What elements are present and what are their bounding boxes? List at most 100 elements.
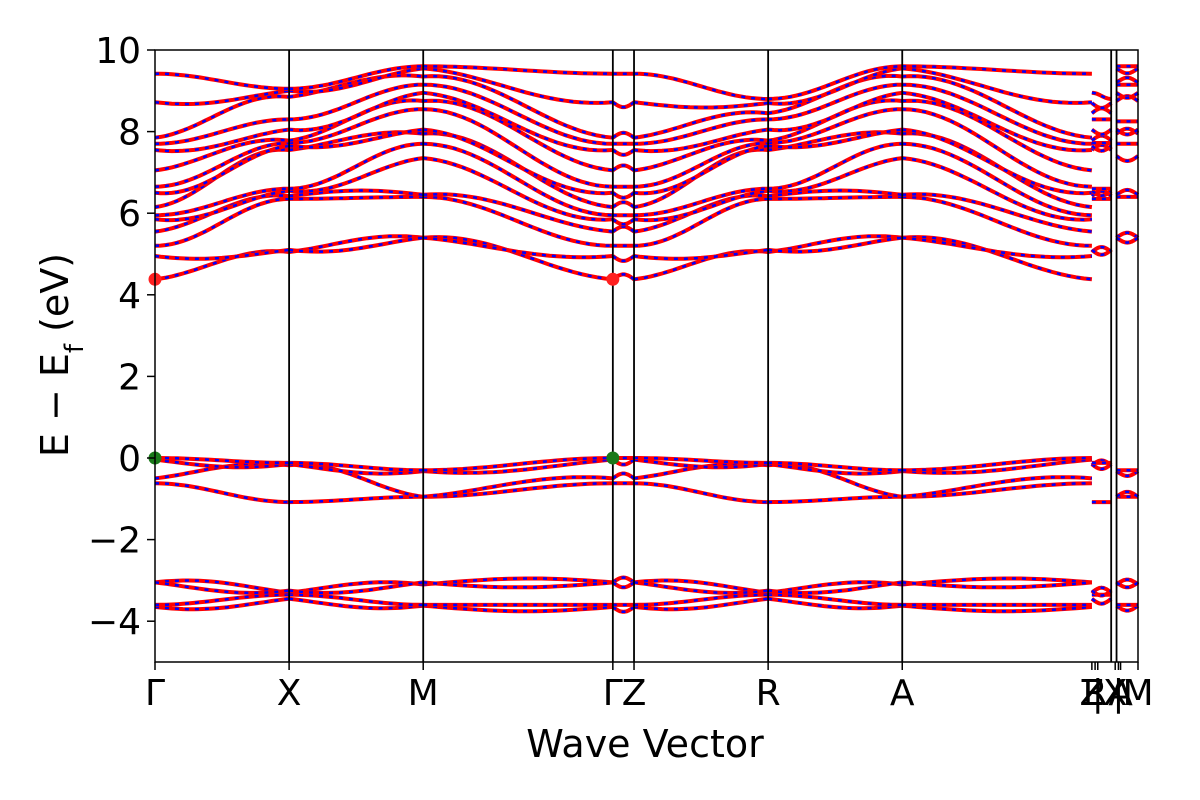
band-line-spin-up: [154, 482, 290, 504]
band-line-spin-up: [633, 458, 769, 469]
band-line-spin-up: [633, 579, 769, 594]
band-line-spin-up: [902, 475, 1092, 499]
band-line-spin-up: [423, 604, 613, 613]
band-line-spin-up: [633, 189, 769, 222]
band-line-spin-up: [288, 462, 424, 475]
band-line-spin-up: [1115, 188, 1139, 196]
band-line-spin-up: [902, 192, 1093, 233]
band-line-spin-up: [633, 148, 769, 209]
band-line-spin-up: [612, 148, 635, 157]
band-line-spin-up: [902, 107, 1092, 188]
band-line-spin-up: [423, 195, 613, 248]
band-line-spin-up: [154, 597, 290, 611]
band-line-spin-up: [902, 99, 1093, 172]
band-line-spin-up: [1091, 144, 1112, 153]
band-line-spin-up: [612, 581, 635, 589]
band-line-spin-down: [154, 481, 290, 505]
band-line-spin-down: [155, 71, 290, 91]
band-line-spin-up: [633, 593, 769, 607]
band-line-spin-up: [612, 255, 635, 263]
band-line-spin-down: [633, 481, 769, 505]
band-line-spin-up: [423, 65, 613, 75]
band-line-spin-up: [633, 111, 769, 139]
band-line-spin-up: [288, 597, 424, 610]
band-line-spin-up: [633, 138, 769, 172]
band-line-spin-up: [612, 164, 635, 172]
band-line-spin-up: [767, 189, 903, 198]
band-line-spin-up: [633, 187, 769, 217]
x-tick-label: |: [1092, 673, 1104, 714]
band-line-spin-up: [902, 91, 1092, 152]
band-line-spin-up: [288, 189, 424, 198]
x-tick-label: X: [277, 673, 302, 714]
band-line-spin-up: [1115, 76, 1139, 84]
band-line-spin-up: [423, 456, 613, 472]
band-line-spin-up: [612, 131, 635, 139]
band-line-spin-up: [1091, 91, 1112, 101]
band-line-spin-up: [767, 236, 903, 253]
band-line-spin-up: [1115, 155, 1139, 163]
band-line-spin-up: [633, 118, 769, 146]
band-line-spin-up: [288, 234, 424, 254]
band-line-spin-up: [612, 472, 635, 480]
band-line-spin-up: [902, 142, 1092, 217]
y-tick-label: −2: [88, 521, 141, 562]
band-line-spin-up: [902, 456, 1092, 472]
x-tick-label: A: [890, 673, 915, 714]
band-line-spin-up: [288, 156, 424, 193]
band-line-spin-up: [767, 580, 903, 594]
band-line-spin-up: [768, 593, 903, 607]
band-line-spin-up: [612, 576, 635, 584]
y-tick-label: −4: [88, 602, 141, 643]
band-line-spin-up: [423, 235, 613, 281]
band-line-spin-up: [423, 581, 613, 589]
band-line-spin-up: [154, 581, 290, 595]
band-line-spin-up: [1091, 245, 1113, 253]
band-line-spin-up: [423, 475, 613, 499]
band-line-spin-up: [633, 100, 769, 109]
band-line-spin-up: [1091, 589, 1112, 597]
band-line-spin-up: [423, 156, 613, 221]
band-line-spin-up: [423, 142, 613, 217]
band-line-spin-up: [902, 458, 1093, 475]
y-tick-label: 4: [118, 276, 141, 317]
band-line-spin-up: [154, 248, 290, 261]
band-line-spin-up: [154, 118, 290, 146]
band-line-spin-up: [902, 482, 1092, 499]
band-line-spin-up: [633, 144, 769, 195]
band-line-spin-up: [902, 128, 1092, 195]
band-line-spin-up: [902, 235, 1093, 281]
y-axis-label-sub: f: [60, 343, 90, 353]
band-line-spin-up: [633, 597, 769, 611]
band-line-spin-up: [423, 192, 613, 233]
band-line-spin-up: [154, 593, 290, 607]
band-line-spin-up: [154, 197, 290, 248]
band-line-spin-up: [1115, 91, 1139, 99]
plot-frame: [154, 49, 1139, 663]
band-line-spin-up: [155, 72, 290, 91]
band-line-spin-up: [902, 156, 1092, 221]
band-line-spin-down: [422, 475, 613, 499]
band-line-spin-up: [423, 99, 613, 172]
band-line-spin-up: [767, 234, 903, 254]
band-line-spin-up: [423, 83, 613, 146]
band-line-spin-up: [633, 197, 769, 248]
band-line-spin-up: [154, 95, 290, 139]
band-line-spin-down: [154, 147, 290, 210]
band-line-spin-up: [289, 65, 424, 91]
band-line-spin-up: [768, 461, 903, 472]
band-line-spin-up: [154, 144, 290, 195]
x-tick-label: Z: [622, 673, 647, 714]
band-line-spin-up: [1091, 463, 1113, 471]
bands-group: [154, 64, 1140, 614]
high-symmetry-lines: [288, 50, 1118, 662]
band-line-spin-up: [155, 456, 290, 465]
x-tick-label: R: [1083, 673, 1108, 714]
band-line-spin-up: [288, 580, 424, 594]
band-line-spin-up: [154, 579, 290, 594]
band-line-spin-up: [1115, 128, 1139, 136]
band-line-spin-up: [768, 495, 903, 504]
band-line-spin-up: [423, 67, 613, 105]
band-line-spin-up: [1091, 102, 1113, 110]
band-line-spin-up: [289, 195, 424, 201]
